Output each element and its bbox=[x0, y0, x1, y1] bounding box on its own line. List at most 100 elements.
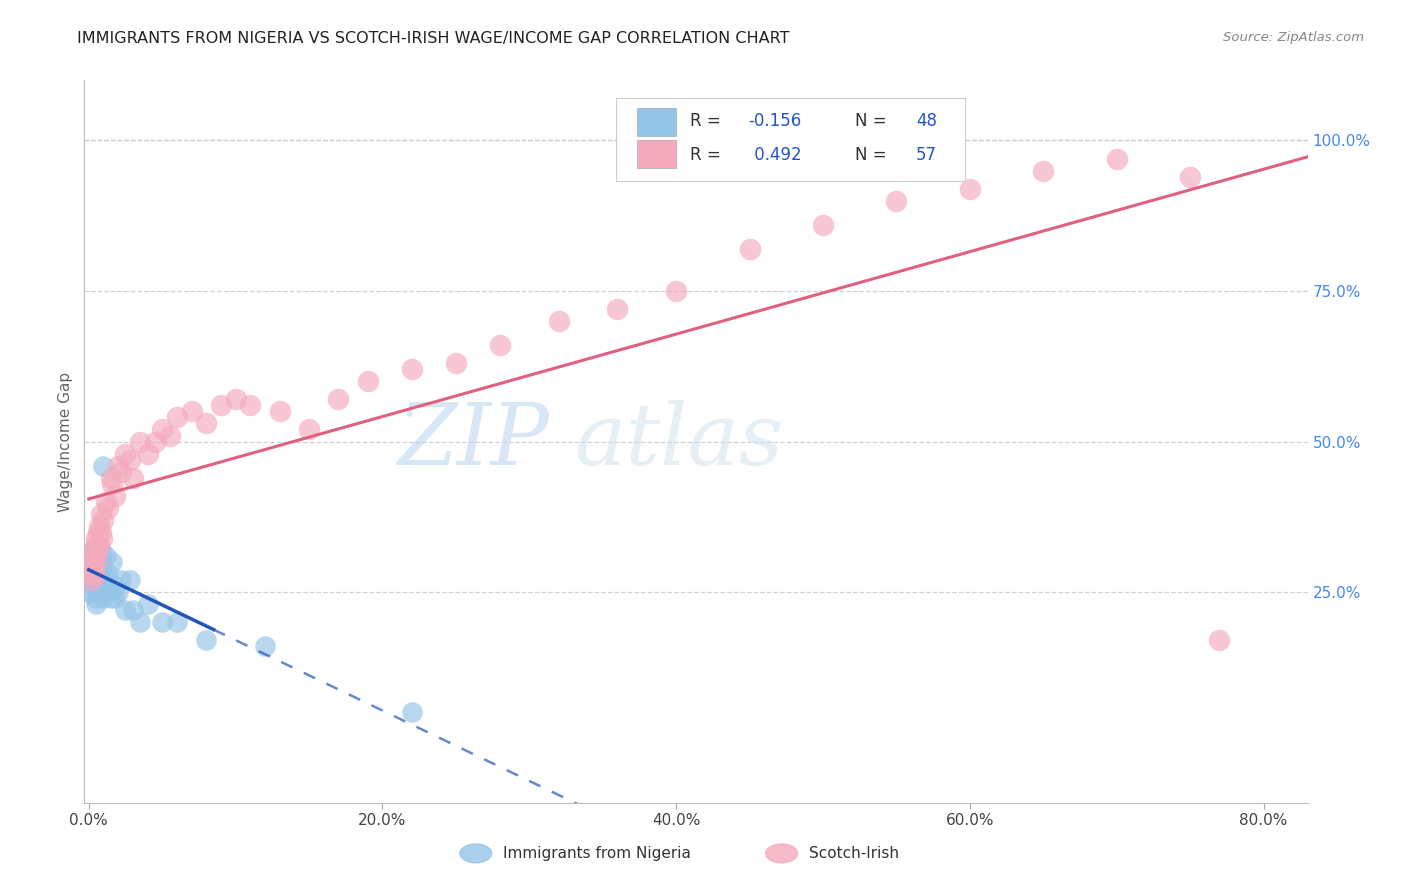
Point bbox=[86, 573, 108, 587]
Point bbox=[357, 375, 380, 389]
Point bbox=[811, 218, 834, 232]
Point bbox=[82, 561, 104, 575]
Point bbox=[225, 392, 247, 407]
Point bbox=[401, 706, 423, 720]
Point bbox=[84, 537, 107, 551]
Point bbox=[93, 458, 115, 473]
Point bbox=[1178, 169, 1201, 184]
Point bbox=[107, 585, 129, 599]
Point bbox=[298, 423, 321, 437]
Point bbox=[84, 531, 107, 545]
Point bbox=[86, 524, 108, 539]
Point bbox=[96, 573, 118, 587]
Point bbox=[1032, 163, 1054, 178]
Point bbox=[101, 555, 124, 569]
Point bbox=[180, 404, 202, 418]
Point bbox=[83, 549, 105, 563]
Point bbox=[101, 476, 124, 491]
Text: -0.156: -0.156 bbox=[748, 112, 801, 130]
Point bbox=[84, 597, 107, 611]
Point bbox=[86, 585, 108, 599]
Point bbox=[91, 555, 114, 569]
Point bbox=[91, 531, 114, 545]
Point bbox=[444, 356, 467, 370]
Point bbox=[87, 567, 110, 582]
Point bbox=[86, 542, 108, 557]
Point bbox=[547, 314, 569, 328]
Point bbox=[118, 452, 141, 467]
Point bbox=[89, 542, 111, 557]
Point bbox=[87, 519, 110, 533]
Point bbox=[738, 242, 761, 256]
Point bbox=[87, 549, 110, 563]
Point bbox=[104, 591, 127, 606]
Point bbox=[606, 301, 628, 317]
Point bbox=[269, 404, 291, 418]
Point bbox=[83, 573, 105, 587]
Point bbox=[79, 567, 101, 582]
Point bbox=[83, 549, 105, 563]
Y-axis label: Wage/Income Gap: Wage/Income Gap bbox=[58, 371, 73, 512]
Point bbox=[129, 434, 152, 449]
Point bbox=[136, 597, 159, 611]
Point bbox=[401, 362, 423, 376]
Point bbox=[121, 471, 143, 485]
Point bbox=[110, 465, 132, 479]
Text: atlas: atlas bbox=[574, 401, 783, 483]
Text: R =: R = bbox=[690, 145, 725, 164]
Text: Source: ZipAtlas.com: Source: ZipAtlas.com bbox=[1223, 31, 1364, 45]
Point bbox=[82, 579, 104, 593]
Point bbox=[136, 447, 159, 461]
Point bbox=[82, 567, 104, 582]
Point bbox=[80, 573, 103, 587]
Point bbox=[107, 458, 129, 473]
Point bbox=[104, 579, 127, 593]
Text: 57: 57 bbox=[917, 145, 938, 164]
Point bbox=[97, 500, 120, 515]
Point bbox=[166, 615, 188, 630]
Point bbox=[80, 555, 103, 569]
Text: 48: 48 bbox=[917, 112, 938, 130]
Point bbox=[1105, 152, 1128, 166]
Bar bbox=[637, 140, 676, 168]
Point bbox=[84, 555, 107, 569]
Point bbox=[328, 392, 350, 407]
Point bbox=[89, 561, 111, 575]
Text: R =: R = bbox=[690, 112, 725, 130]
Point bbox=[665, 284, 688, 298]
Point bbox=[86, 561, 108, 575]
Point bbox=[82, 542, 104, 557]
Point bbox=[886, 194, 908, 208]
Point bbox=[166, 410, 188, 425]
FancyBboxPatch shape bbox=[616, 98, 965, 181]
Point bbox=[80, 555, 103, 569]
Point bbox=[87, 537, 110, 551]
Point bbox=[84, 567, 107, 582]
Text: ZIP: ZIP bbox=[398, 401, 550, 483]
Point bbox=[150, 615, 173, 630]
Bar bbox=[637, 109, 676, 136]
Point bbox=[159, 428, 181, 442]
Point bbox=[129, 615, 152, 630]
Point bbox=[100, 471, 122, 485]
Point bbox=[93, 591, 115, 606]
Point bbox=[86, 542, 108, 557]
Text: N =: N = bbox=[855, 112, 891, 130]
Point bbox=[209, 398, 232, 412]
Circle shape bbox=[460, 844, 492, 863]
Point bbox=[79, 567, 101, 582]
Point bbox=[79, 585, 101, 599]
Circle shape bbox=[766, 844, 797, 863]
Text: Scotch-Irish: Scotch-Irish bbox=[808, 846, 898, 861]
Text: IMMIGRANTS FROM NIGERIA VS SCOTCH-IRISH WAGE/INCOME GAP CORRELATION CHART: IMMIGRANTS FROM NIGERIA VS SCOTCH-IRISH … bbox=[77, 31, 790, 46]
Point bbox=[104, 489, 127, 503]
Point bbox=[253, 639, 276, 653]
Text: N =: N = bbox=[855, 145, 891, 164]
Point bbox=[195, 417, 218, 431]
Point bbox=[118, 573, 141, 587]
Point bbox=[489, 338, 512, 352]
Point bbox=[89, 573, 111, 587]
Point bbox=[143, 434, 166, 449]
Point bbox=[83, 561, 105, 575]
Point bbox=[93, 513, 115, 527]
